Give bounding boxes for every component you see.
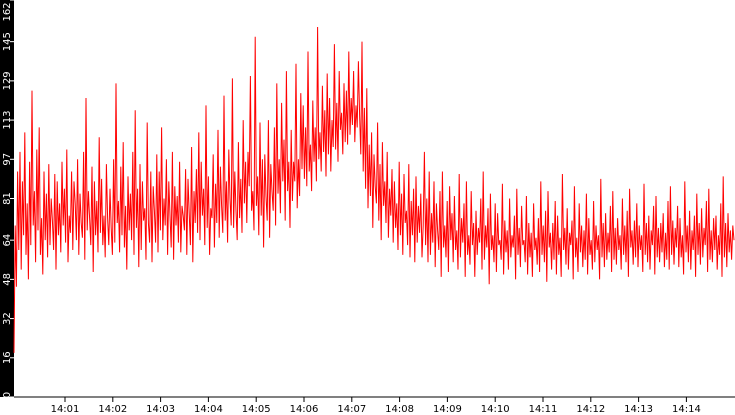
y-tick-label: 113 [2, 111, 13, 130]
x-tick-label: 14:07 [337, 404, 366, 415]
x-tick-label: 14:09 [433, 404, 462, 415]
y-tick-label: 16 [2, 351, 13, 364]
x-tick-label: 14:10 [481, 404, 510, 415]
x-tick-label: 14:11 [529, 404, 558, 415]
y-axis-bar [0, 0, 14, 397]
x-tick-label: 14:04 [194, 404, 223, 415]
y-tick-label: 0 [2, 392, 13, 398]
y-tick-label: 129 [2, 71, 13, 90]
y-tick-label: 48 [2, 273, 13, 286]
series-line [13, 26, 735, 353]
x-tick-label: 14:05 [242, 404, 271, 415]
x-tick-label: 14:14 [672, 404, 701, 415]
x-tick-label: 14:12 [576, 404, 605, 415]
x-tick-label: 14:08 [385, 404, 414, 415]
y-axis-ticks: 0 16 32 48 64 81 97 113 129 145 162 [2, 0, 14, 398]
y-tick-label: 162 [2, 2, 13, 21]
y-tick-label: 64 [2, 234, 13, 247]
y-tick-label: 145 [2, 32, 13, 51]
x-axis-ticks: 14:01 14:02 14:03 14:04 14:05 14:06 14:07 14:08… [51, 397, 701, 415]
y-tick-label: 81 [2, 192, 13, 205]
y-tick-label: 97 [2, 153, 13, 166]
x-tick-label: 14:06 [290, 404, 319, 415]
x-tick-label: 14:03 [146, 404, 175, 415]
y-tick-label: 32 [2, 312, 13, 325]
x-tick-label: 14:13 [624, 404, 653, 415]
x-tick-label: 14:01 [51, 404, 80, 415]
x-axis-bar [0, 397, 735, 415]
x-tick-label: 14:02 [98, 404, 127, 415]
